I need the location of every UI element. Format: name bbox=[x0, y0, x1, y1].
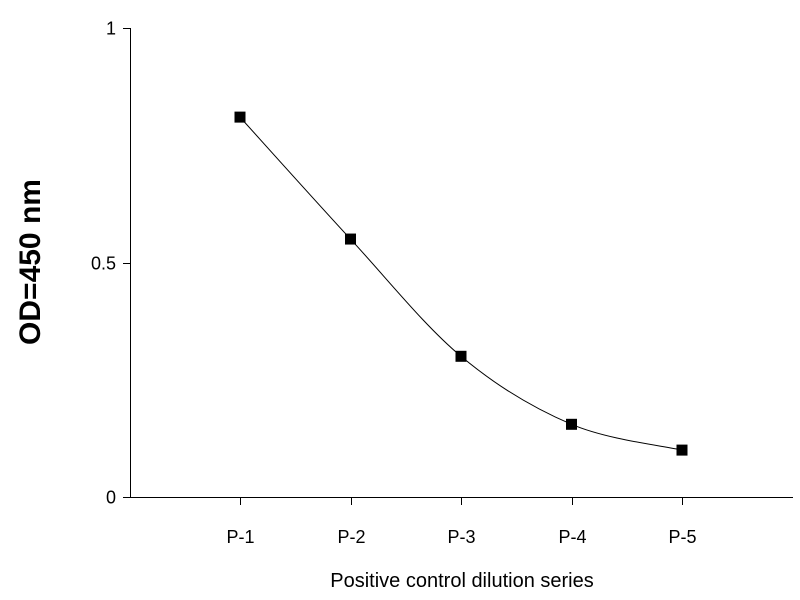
y-tick-label: 1 bbox=[106, 19, 116, 39]
data-point bbox=[234, 111, 246, 123]
y-axis-ticks: 00.51 bbox=[91, 19, 130, 508]
y-tick-label: 0 bbox=[106, 488, 116, 508]
data-point bbox=[345, 233, 356, 245]
x-tick-label: P-5 bbox=[668, 527, 696, 547]
data-point bbox=[455, 350, 467, 362]
series-line bbox=[239, 116, 683, 451]
data-point bbox=[676, 444, 688, 456]
x-axis-label: Positive control dilution series bbox=[330, 570, 593, 592]
x-tick-label: P-4 bbox=[558, 527, 586, 547]
x-tick-label: P-2 bbox=[337, 527, 365, 547]
x-tick-label: P-1 bbox=[226, 527, 254, 547]
y-tick-label: 0.5 bbox=[91, 254, 116, 274]
y-axis-label: OD=450 nm bbox=[14, 179, 47, 345]
x-tick-label: P-3 bbox=[447, 527, 475, 547]
x-axis-ticks: P-1 P-2 P-3 P-4 P-5 bbox=[226, 497, 697, 547]
data-point bbox=[566, 418, 577, 430]
series-markers bbox=[234, 111, 688, 456]
plot-area: 00.51 P-1 P-2 P-3 P-4 P-5 bbox=[91, 19, 793, 547]
